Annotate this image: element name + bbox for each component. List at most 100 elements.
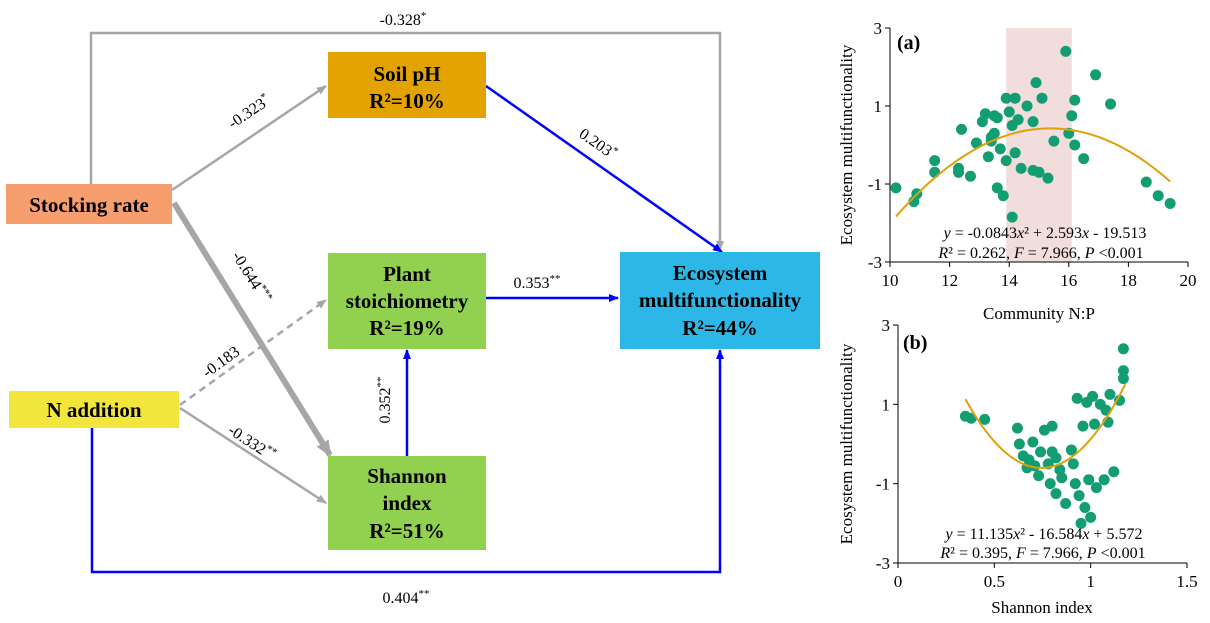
data-point <box>1117 373 1129 385</box>
data-point <box>929 166 941 178</box>
data-point <box>991 112 1003 124</box>
soil-ph-label: Soil pH <box>373 62 440 86</box>
shaded-band <box>1006 28 1072 262</box>
x-tick-label: 1 <box>1086 572 1095 591</box>
data-point <box>982 151 994 163</box>
data-point <box>979 413 991 425</box>
data-point <box>1050 488 1062 500</box>
data-point <box>1067 458 1079 470</box>
shannon-index-label-2: index <box>382 491 432 515</box>
data-point <box>1152 190 1164 202</box>
data-point <box>1050 452 1062 464</box>
data-point <box>1078 153 1090 165</box>
arrow-stocking-to-soilph <box>171 84 327 192</box>
n-addition-box <box>9 391 179 428</box>
data-point <box>1079 501 1091 513</box>
scatter-panel-a: 10 12 14 16 18 20 3 1 -1 -3 (a) Ecosystem multifu… <box>837 19 1197 323</box>
fit-curve <box>964 383 1127 469</box>
panel-label: (b) <box>903 332 927 354</box>
shannon-index-r2: R²=51% <box>369 519 444 543</box>
shannon-index-label-1: Shannon <box>367 464 447 488</box>
data-point <box>1048 135 1060 147</box>
y-tick-label: -1 <box>868 175 882 194</box>
data-point <box>1060 45 1072 57</box>
data-point <box>1035 446 1047 458</box>
data-point <box>1075 517 1087 529</box>
data-point <box>1090 69 1102 81</box>
data-point <box>1083 474 1095 486</box>
data-point <box>991 182 1003 194</box>
data-point <box>1098 474 1110 486</box>
data-point <box>1030 77 1042 89</box>
x-tick-label: 1.5 <box>1176 572 1197 591</box>
data-point <box>970 137 982 149</box>
x-tick-label: 12 <box>941 271 958 290</box>
data-point <box>997 190 1009 202</box>
arrow-naddition-to-ecosystem <box>90 349 724 574</box>
data-points <box>959 343 1129 529</box>
data-point <box>1003 106 1015 118</box>
axis-ticks: 10 12 14 16 18 20 3 1 -1 -3 <box>868 19 1197 290</box>
data-point <box>1104 388 1116 400</box>
x-tick-label: 14 <box>1001 271 1019 290</box>
data-point <box>1108 466 1120 478</box>
data-point <box>1033 470 1045 482</box>
scatter-panel-b: 0 0.5 1 1.5 3 1 -1 -3 (b) Ecosystem multifuncti… <box>837 316 1198 617</box>
data-points <box>890 45 1176 223</box>
data-point <box>953 162 965 174</box>
panel-label: (a) <box>897 32 920 54</box>
data-point <box>1069 94 1081 106</box>
arrow-stocking-to-ecosystem <box>89 31 724 251</box>
x-tick-label: 18 <box>1120 271 1137 290</box>
axis-ticks: 0 0.5 1 1.5 3 1 -1 -3 <box>876 316 1198 591</box>
data-point <box>1114 394 1126 406</box>
plant-stoichiometry-box <box>328 253 486 349</box>
data-point <box>1105 98 1117 110</box>
data-point <box>1090 482 1102 494</box>
data-point <box>929 155 941 167</box>
data-point <box>1015 162 1027 174</box>
data-point <box>890 182 902 194</box>
data-point <box>1036 92 1048 104</box>
ecosystem-multifunctionality-box <box>620 252 820 349</box>
fit-curve <box>895 127 1171 218</box>
equation-line-1: y = -0.0843x² + 2.593x - 19.513 <box>942 225 1147 242</box>
arrow-naddition-to-plant <box>179 298 327 407</box>
data-point <box>1012 114 1024 126</box>
data-point <box>1000 92 1012 104</box>
arrow-naddition-to-shannon <box>179 406 327 505</box>
data-point <box>1046 420 1058 432</box>
stocking-rate-label: Stocking rate <box>29 193 149 217</box>
y-tick-label: 1 <box>882 395 891 414</box>
x-tick-label: 0.5 <box>984 572 1005 591</box>
y-tick-label: 1 <box>874 97 883 116</box>
x-tick-label: 20 <box>1180 271 1197 290</box>
path-diagram: Stocking rate N addition Soil pH R²=10% … <box>6 10 820 607</box>
data-point <box>979 108 991 120</box>
data-point <box>1164 198 1176 209</box>
data-point <box>1065 444 1077 456</box>
y-tick-label: 3 <box>882 316 891 335</box>
coef-shannon-to-plant: 0.352** <box>375 377 394 424</box>
data-point <box>1021 100 1033 112</box>
data-point <box>1000 155 1012 167</box>
data-point <box>1033 166 1045 178</box>
x-axis-title: Community N:P <box>983 304 1095 323</box>
data-point <box>1073 490 1085 502</box>
equation-line-1: y = 11.135x² - 16.584x + 5.572 <box>944 526 1143 543</box>
data-point <box>1089 418 1101 430</box>
coef-soilph-to-ecosystem: 0.203* <box>576 124 621 163</box>
data-point <box>1056 472 1068 484</box>
plant-stoichiometry-r2: R²=19% <box>369 316 444 340</box>
data-point <box>1140 176 1152 188</box>
x-tick-label: 0 <box>894 572 903 591</box>
stocking-rate-box <box>6 184 172 224</box>
data-point <box>1011 422 1023 434</box>
x-tick-label: 10 <box>882 271 899 290</box>
data-point <box>1013 438 1025 450</box>
shannon-index-box <box>328 456 486 550</box>
data-point <box>1006 211 1018 223</box>
soil-ph-box <box>328 52 486 118</box>
data-point <box>1060 498 1072 509</box>
